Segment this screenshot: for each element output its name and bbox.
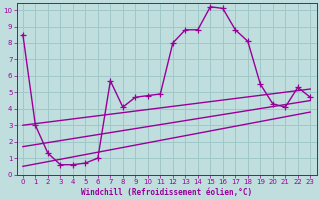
X-axis label: Windchill (Refroidissement éolien,°C): Windchill (Refroidissement éolien,°C) [81,188,252,197]
